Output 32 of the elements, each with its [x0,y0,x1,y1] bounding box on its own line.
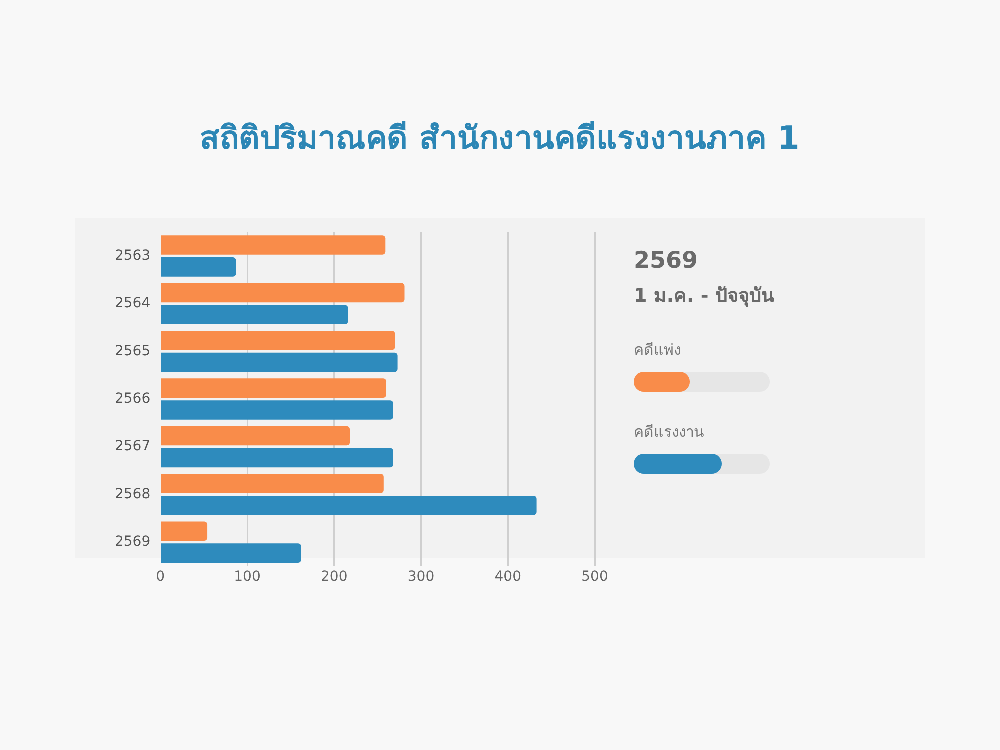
y-tick-label: 2567 [114,438,151,455]
x-tick-label: 300 [408,569,435,586]
x-tick-label: 100 [234,569,261,586]
bar [161,522,208,542]
x-tick-label: 0 [156,569,166,586]
bar [161,352,398,372]
bar [161,236,386,255]
bar [161,378,386,398]
text: 1 ม.ค. - ปัจจุบัน [634,284,776,310]
text: คดีแรงงาน [634,422,705,443]
bar [161,305,348,325]
y-tick-label: 2564 [114,296,151,312]
x-tick-label: 500 [582,569,608,586]
y-tick-label: 2568 [114,486,151,502]
bar [161,283,405,303]
chart-title: สถิติปริมาณคดี สำนักงานคดีแรงงานภาค 1 [199,118,801,159]
bar [161,426,350,446]
y-tick-label: 2569 [114,534,151,550]
y-tick-label: 2565 [114,343,151,360]
bar [161,474,384,494]
text: คดีแพ่ง [634,340,682,361]
bar [161,544,302,563]
bar [161,258,236,277]
x-tick-label: 200 [321,569,348,586]
bar [161,496,537,516]
text: 2569 [634,248,700,274]
y-tick-label: 2563 [114,248,151,264]
bar [161,448,394,468]
bar [161,330,396,350]
bar [161,400,394,420]
x-tick-label: 400 [494,569,522,586]
y-tick-label: 2566 [114,390,151,407]
